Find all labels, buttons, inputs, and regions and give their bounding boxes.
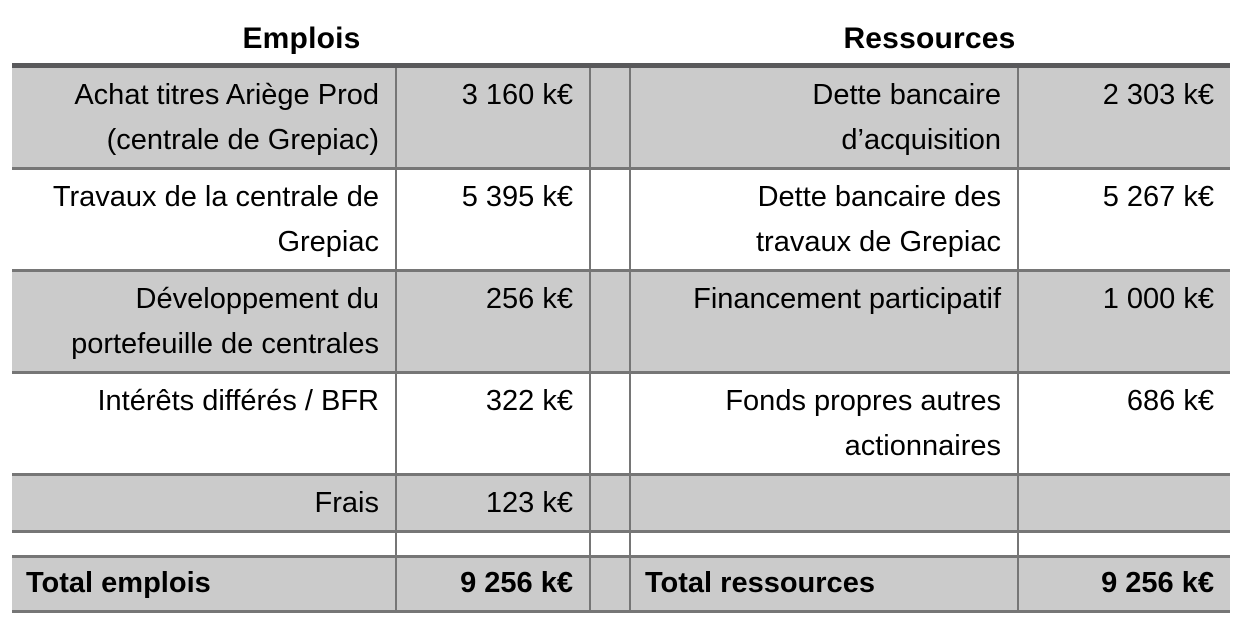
spacer-cell xyxy=(589,556,631,612)
ressources-value-cell: 2 303 k€ xyxy=(1017,65,1230,169)
table-row: Achat titres Ariège Prod (centrale de Gr… xyxy=(12,65,1230,169)
page: Emplois Ressources Achat titres Ariège P… xyxy=(0,18,1242,620)
ressources-label-cell: Financement participatif xyxy=(629,270,1019,373)
emplois-value-cell: 322 k€ xyxy=(395,372,591,475)
ressources-label-cell: Dette bancaire d’acquisition xyxy=(629,65,1019,169)
ressources-value-cell: 686 k€ xyxy=(1017,372,1230,475)
emplois-label-cell: Intérêts différés / BFR xyxy=(12,372,397,475)
table-column-headers: Emplois Ressources xyxy=(12,18,1228,60)
ressources-value-cell: 5 267 k€ xyxy=(1017,168,1230,271)
total-ressources-value-cell: 9 256 k€ xyxy=(1017,556,1230,612)
emplois-value-cell: 123 k€ xyxy=(395,474,591,532)
ressources-header: Ressources xyxy=(843,22,1016,55)
table-row: Frais 123 k€ xyxy=(12,474,1230,532)
table-row: Intérêts différés / BFR 322 k€ Fonds pro… xyxy=(12,372,1230,475)
ressources-label-cell xyxy=(629,474,1019,532)
table-total-row: Total emplois 9 256 k€ Total ressources … xyxy=(12,556,1230,612)
table-row: Développement du portefeuille de central… xyxy=(12,270,1230,373)
emplois-value-cell: 3 160 k€ xyxy=(395,65,591,169)
ressources-value-cell xyxy=(1017,531,1230,557)
emplois-value-cell: 256 k€ xyxy=(395,270,591,373)
emplois-value-cell: 5 395 k€ xyxy=(395,168,591,271)
spacer-cell xyxy=(589,65,631,169)
ressources-label-cell xyxy=(629,531,1019,557)
spacer-cell xyxy=(589,168,631,271)
spacer-cell xyxy=(589,531,631,557)
total-emplois-value-cell: 9 256 k€ xyxy=(395,556,591,612)
emplois-header: Emplois xyxy=(242,22,361,55)
table-row: Travaux de la centrale de Grepiac 5 395 … xyxy=(12,168,1230,271)
emplois-value-cell xyxy=(395,531,591,557)
emplois-label-cell: Travaux de la centrale de Grepiac xyxy=(12,168,397,271)
emplois-label-cell xyxy=(12,531,397,557)
sources-uses-table: Achat titres Ariège Prod (centrale de Gr… xyxy=(12,63,1230,613)
ressources-value-cell xyxy=(1017,474,1230,532)
spacer-cell xyxy=(589,372,631,475)
ressources-label-cell: Fonds propres autres actionnaires xyxy=(629,372,1019,475)
spacer-cell xyxy=(589,474,631,532)
ressources-value-cell: 1 000 k€ xyxy=(1017,270,1230,373)
emplois-label-cell: Développement du portefeuille de central… xyxy=(12,270,397,373)
ressources-label-cell: Dette bancaire des travaux de Grepiac xyxy=(629,168,1019,271)
table-spacer-row xyxy=(12,531,1230,557)
total-emplois-label-cell: Total emplois xyxy=(12,556,397,612)
emplois-label-cell: Frais xyxy=(12,474,397,532)
total-ressources-label-cell: Total ressources xyxy=(629,556,1019,612)
emplois-label-cell: Achat titres Ariège Prod (centrale de Gr… xyxy=(12,65,397,169)
spacer-cell xyxy=(589,270,631,373)
